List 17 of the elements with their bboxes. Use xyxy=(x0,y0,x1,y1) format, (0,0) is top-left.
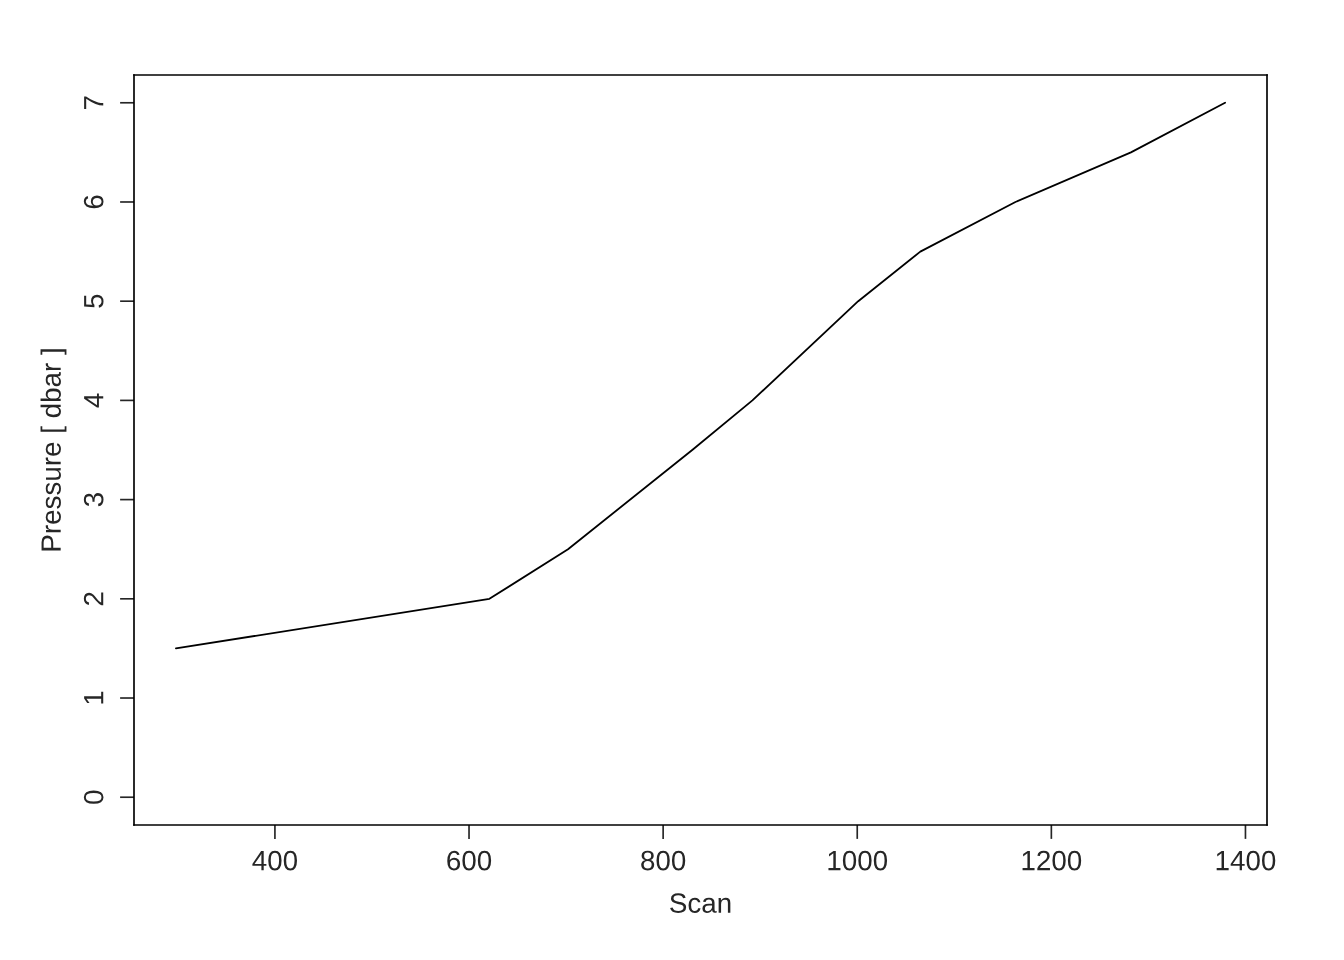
line-series xyxy=(175,101,1226,650)
y-axis-title: Pressure [ dbar ] xyxy=(40,349,67,551)
y-tick-label: 1 xyxy=(84,691,104,704)
y-tick-label: 3 xyxy=(83,493,104,507)
x-tick-label: 800 xyxy=(641,850,686,871)
x-tick-label: 1000 xyxy=(828,850,888,871)
y-tick-label: 6 xyxy=(83,195,104,209)
y-tick-label: 2 xyxy=(83,592,104,606)
x-axis-title: Scan xyxy=(670,893,731,913)
y-tick-label: 4 xyxy=(84,393,104,408)
y-tick-label: 0 xyxy=(83,790,104,804)
y-tick-label: 7 xyxy=(84,96,104,110)
x-tick-label: 400 xyxy=(252,850,298,871)
x-tick-label: 1200 xyxy=(1022,850,1082,871)
x-tick-label: 600 xyxy=(447,850,492,871)
x-tick-label: 1400 xyxy=(1216,850,1276,871)
y-tick-label: 5 xyxy=(84,294,104,308)
